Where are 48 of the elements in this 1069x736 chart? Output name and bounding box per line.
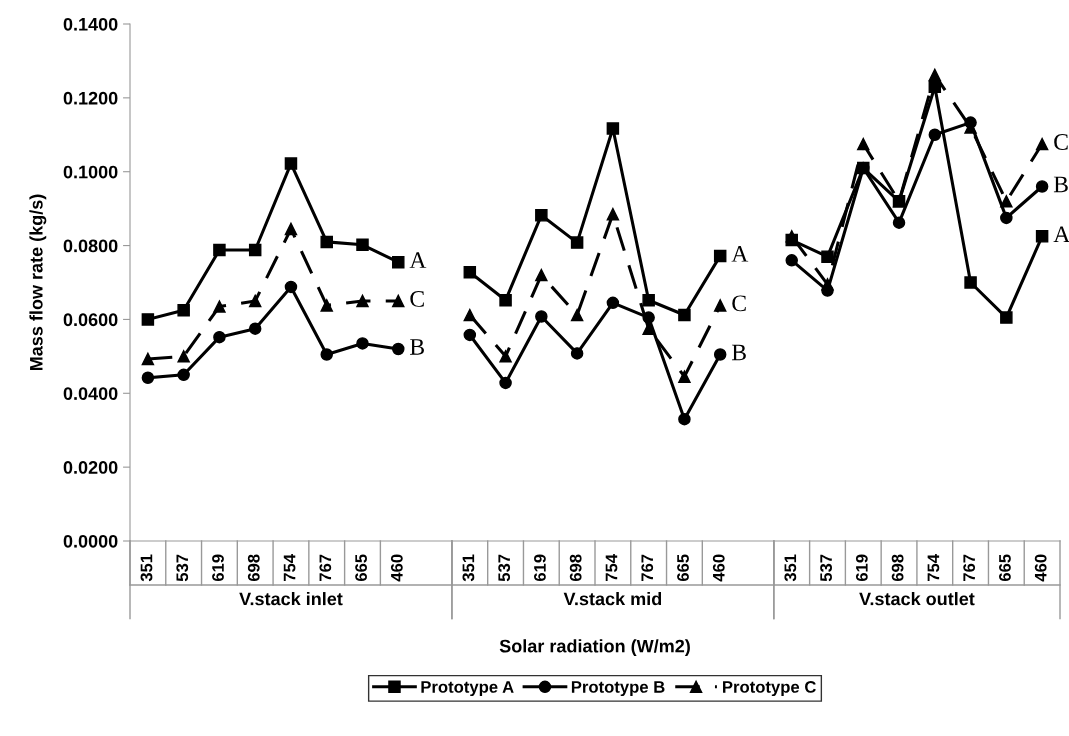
y-tick-label: 0.0800 xyxy=(63,239,118,253)
x-tick-label: 698 xyxy=(247,554,260,582)
y-axis-title: Mass flow rate (kg/s) xyxy=(29,194,47,371)
annotation: A xyxy=(409,252,427,268)
x-tick-label: 698 xyxy=(569,554,582,582)
x-tick-label: 665 xyxy=(999,554,1011,582)
annotation: B xyxy=(731,344,746,361)
x-tick-label: 698 xyxy=(891,554,904,582)
x-tick-label: 351 xyxy=(462,554,475,582)
x-tick-label: 619 xyxy=(212,554,224,582)
y-tick-label: 0.0000 xyxy=(63,534,118,548)
legend-label: Prototype C xyxy=(723,681,816,697)
legend-label: Prototype B xyxy=(571,681,665,697)
x-tick-label: 665 xyxy=(355,554,367,582)
x-tick-label: 460 xyxy=(390,554,403,582)
x-tick-label: 754 xyxy=(605,554,618,582)
annotation: B xyxy=(1053,176,1068,193)
legend-label: Prototype A xyxy=(421,681,514,697)
text: V.stack inlet xyxy=(239,592,343,606)
y-tick-label: 0.1200 xyxy=(63,91,118,105)
text: V.stack outlet xyxy=(859,592,975,606)
x-tick-label: 537 xyxy=(820,554,832,582)
x-tick-label: 767 xyxy=(319,554,332,582)
y-tick-label: 0.1400 xyxy=(63,17,118,31)
x-tick-label: 351 xyxy=(140,554,153,582)
x-axis-title: Solar radiation (W/m2) xyxy=(499,639,690,657)
x-tick-label: 754 xyxy=(927,554,940,582)
annotation: B xyxy=(410,339,424,355)
x-tick-label: 619 xyxy=(855,554,868,582)
annotation: C xyxy=(1054,134,1068,150)
y-tick-label: 0.0200 xyxy=(63,461,118,474)
x-tick-label: 767 xyxy=(963,554,976,582)
x-tick-label: 537 xyxy=(176,554,189,582)
x-tick-label: 619 xyxy=(534,554,546,582)
x-tick-label: 460 xyxy=(712,554,725,582)
x-tick-label: 351 xyxy=(784,554,797,582)
y-tick-label: 0.1000 xyxy=(63,165,118,179)
y-tick-label: 0.0400 xyxy=(63,387,118,401)
annotation: C xyxy=(732,295,746,312)
x-tick-label: 665 xyxy=(677,554,689,582)
x-tick-label: 537 xyxy=(498,554,511,582)
x-tick-label: 754 xyxy=(283,554,296,582)
x-tick-label: 460 xyxy=(1034,554,1047,582)
annotation: C xyxy=(410,291,424,307)
x-tick-label: 767 xyxy=(641,554,654,582)
annotation: A xyxy=(731,246,749,262)
y-tick-label: 0.0600 xyxy=(63,313,118,327)
text: V.stack mid xyxy=(563,592,662,606)
